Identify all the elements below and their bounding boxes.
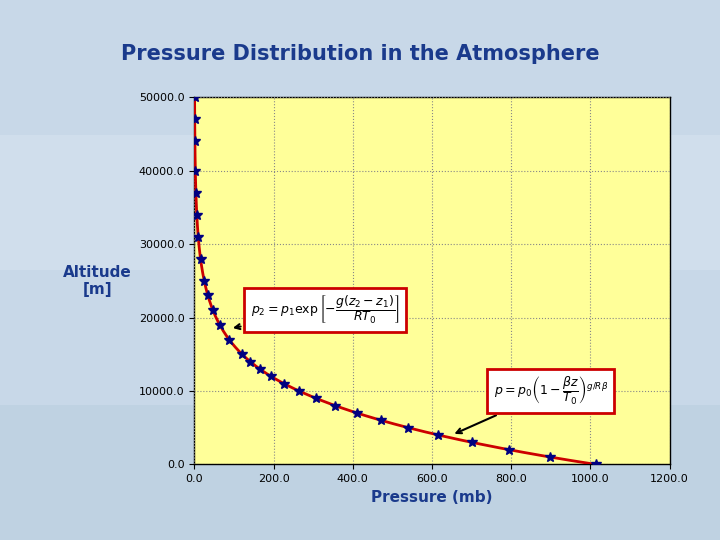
FancyBboxPatch shape xyxy=(0,135,720,270)
FancyBboxPatch shape xyxy=(0,270,720,405)
Text: $p = p_0\left(1 - \dfrac{\beta z}{T_0}\right)^{g/R\beta}$: $p = p_0\left(1 - \dfrac{\beta z}{T_0}\r… xyxy=(456,375,608,433)
FancyBboxPatch shape xyxy=(0,405,720,540)
Text: $p_2 = p_1 \exp\left[-\dfrac{g(z_2 - z_1)}{RT_0}\right]$: $p_2 = p_1 \exp\left[-\dfrac{g(z_2 - z_1… xyxy=(235,294,400,329)
FancyBboxPatch shape xyxy=(0,0,720,135)
Text: Pressure Distribution in the Atmosphere: Pressure Distribution in the Atmosphere xyxy=(121,44,599,64)
Y-axis label: Altitude
[m]: Altitude [m] xyxy=(63,265,132,297)
X-axis label: Pressure (mb): Pressure (mb) xyxy=(372,490,492,505)
